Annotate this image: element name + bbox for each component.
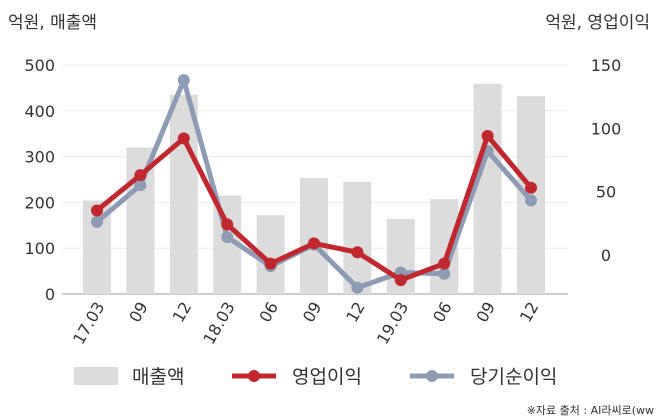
x-tick-label: 12 — [342, 299, 369, 326]
x-tick-label: 06 — [429, 299, 456, 326]
left-axis-label: 억원, 매출액 — [8, 13, 98, 33]
point-operating-profit — [525, 181, 537, 194]
right-axis-label: 억원, 영업이익 — [545, 13, 650, 33]
bar-sales — [300, 178, 328, 294]
left-tick-label: 200 — [24, 193, 55, 212]
legend-item-sales: 매출액 — [74, 362, 184, 389]
right-tick-label: 0 — [601, 246, 611, 265]
x-tick-label: 12 — [169, 299, 196, 326]
legend: 매출액 영업이익 당기순이익 — [0, 362, 658, 392]
point-net-income — [351, 281, 364, 294]
point-operating-profit — [481, 129, 494, 142]
legend-label-net-income: 당기순이익 — [470, 366, 558, 388]
x-tick-label: 09 — [125, 299, 152, 326]
point-operating-profit — [134, 169, 147, 182]
left-tick-label: 0 — [45, 285, 55, 304]
point-operating-profit — [221, 218, 234, 231]
left-tick-label: 300 — [24, 148, 55, 167]
right-tick-label: 50 — [596, 183, 616, 202]
source-note: ※자료 출처 : AI라씨로(ww — [526, 404, 654, 417]
x-tick-label: 18.03 — [199, 299, 238, 348]
point-operating-profit — [438, 257, 451, 270]
x-tick-label: 19.03 — [373, 299, 412, 348]
bar-sales — [169, 94, 198, 295]
point-net-income — [438, 267, 451, 280]
point-net-income — [134, 179, 147, 192]
legend-swatch-net-income — [410, 369, 454, 382]
left-tick-label: 500 — [24, 56, 55, 75]
left-tick-label: 400 — [24, 102, 55, 121]
x-tick-label: 09 — [472, 298, 499, 325]
point-operating-profit — [91, 204, 103, 217]
point-operating-profit — [308, 237, 320, 250]
point-operating-profit — [351, 246, 364, 259]
x-tick-label: 06 — [255, 299, 282, 326]
left-tick-label: 100 — [24, 239, 55, 258]
legend-label-operating-profit: 영업이익 — [292, 366, 362, 388]
point-operating-profit — [394, 274, 407, 287]
legend-swatch-sales — [74, 366, 118, 385]
right-tick-label: 100 — [591, 119, 622, 138]
x-tick-label: 17.03 — [69, 299, 108, 348]
point-net-income — [525, 194, 537, 207]
x-tick-label: 09 — [299, 299, 326, 326]
legend-item-net-income: 당기순이익 — [408, 362, 557, 389]
point-net-income — [91, 215, 103, 228]
point-operating-profit — [264, 257, 277, 270]
point-net-income — [177, 74, 190, 87]
legend-swatch-operating-profit — [232, 369, 276, 382]
bar-sales — [473, 83, 502, 294]
legend-label-sales: 매출액 — [132, 366, 185, 388]
right-tick-label: 150 — [591, 56, 622, 75]
point-net-income — [221, 231, 234, 244]
legend-item-operating-profit: 영업이익 — [230, 362, 362, 389]
x-tick-label: 12 — [516, 299, 543, 326]
point-operating-profit — [177, 132, 190, 145]
